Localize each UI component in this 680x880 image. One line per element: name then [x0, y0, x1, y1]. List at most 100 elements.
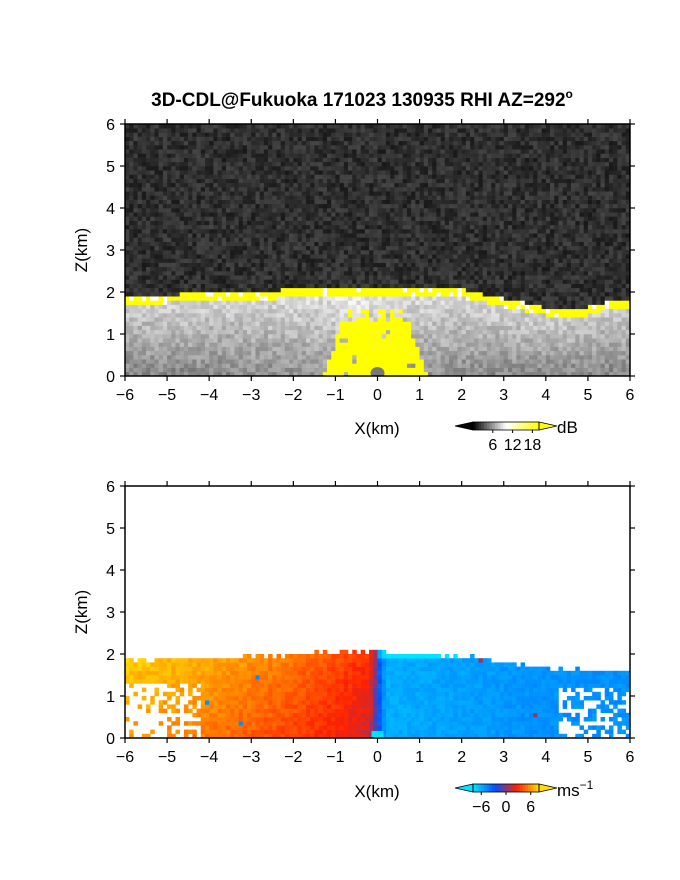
- backscatter-cell: [335, 338, 340, 343]
- backscatter-cell: [310, 275, 315, 280]
- backscatter-cell: [449, 275, 454, 280]
- backscatter-cell: [432, 313, 437, 318]
- backscatter-cell: [453, 245, 458, 251]
- backscatter-cell: [255, 203, 260, 209]
- backscatter-cell: [305, 220, 311, 226]
- backscatter-cell: [129, 145, 134, 150]
- backscatter-cell: [322, 317, 328, 322]
- backscatter-cell: [209, 161, 214, 167]
- backscatter-cell: [373, 220, 378, 226]
- backscatter-cell: [415, 258, 420, 263]
- backscatter-cell: [146, 149, 151, 154]
- backscatter-cell: [381, 178, 387, 184]
- backscatter-cell: [436, 170, 441, 175]
- backscatter-cell: [339, 140, 345, 146]
- backscatter-cell: [310, 313, 315, 318]
- backscatter-cell: [415, 140, 420, 146]
- backscatter-cell: [440, 275, 446, 280]
- backscatter-cell: [406, 254, 412, 259]
- backscatter-cell: [335, 132, 340, 137]
- backscatter-cell: [474, 342, 479, 347]
- backscatter-cell: [461, 334, 467, 339]
- backscatter-cell: [449, 157, 454, 163]
- backscatter-cell: [217, 317, 223, 322]
- backscatter-cell: [364, 308, 370, 314]
- backscatter-cell: [162, 359, 168, 364]
- backscatter-cell: [411, 271, 416, 276]
- backscatter-cell: [360, 292, 366, 297]
- backscatter-cell: [255, 220, 260, 226]
- backscatter-cell: [158, 262, 164, 268]
- backscatter-cell: [449, 182, 454, 188]
- backscatter-cell: [200, 220, 206, 226]
- backscatter-cell: [175, 266, 181, 272]
- backscatter-cell: [440, 153, 446, 158]
- backscatter-cell: [251, 178, 256, 184]
- backscatter-cell: [276, 178, 282, 184]
- backscatter-cell: [314, 271, 319, 276]
- backscatter-cell: [209, 279, 214, 284]
- backscatter-cell: [284, 153, 290, 158]
- backscatter-cell: [196, 342, 202, 347]
- backscatter-cell: [461, 321, 467, 326]
- backscatter-cell: [196, 237, 202, 242]
- backscatter-cell: [259, 292, 265, 297]
- backscatter-cell: [449, 271, 454, 276]
- backscatter-cell: [419, 258, 425, 263]
- backscatter-cell: [318, 170, 324, 175]
- backscatter-cell: [461, 140, 467, 146]
- backscatter-cell: [247, 157, 252, 163]
- backscatter-cell: [352, 296, 357, 301]
- backscatter-cell: [390, 174, 395, 179]
- backscatter-cell: [373, 199, 378, 205]
- backscatter-cell: [255, 182, 260, 188]
- backscatter-cell: [360, 208, 366, 213]
- backscatter-cell: [133, 182, 138, 188]
- backscatter-cell: [440, 355, 446, 360]
- backscatter-cell: [373, 233, 378, 238]
- backscatter-cell: [209, 338, 214, 343]
- backscatter-cell: [411, 224, 416, 230]
- backscatter-cell: [301, 304, 307, 310]
- backscatter-cell: [444, 275, 450, 280]
- backscatter-cell: [200, 359, 206, 364]
- backscatter-cell: [335, 241, 340, 247]
- backscatter-cell: [289, 216, 294, 221]
- backscatter-cell: [133, 166, 138, 171]
- backscatter-cell: [226, 124, 231, 129]
- backscatter-cell: [352, 195, 357, 200]
- backscatter-cell: [217, 300, 223, 305]
- backscatter-cell: [125, 140, 130, 146]
- backscatter-cell: [432, 178, 437, 184]
- backscatter-cell: [154, 363, 159, 368]
- backscatter-cell: [419, 359, 425, 364]
- backscatter-cell: [234, 187, 239, 192]
- backscatter-cell: [238, 157, 244, 163]
- backscatter-cell: [432, 161, 437, 167]
- backscatter-cell: [327, 346, 332, 352]
- backscatter-cell: [335, 313, 340, 318]
- backscatter-cell: [465, 279, 471, 284]
- backscatter-cell: [305, 338, 311, 343]
- backscatter-cell: [394, 304, 399, 310]
- backscatter-cell: [461, 250, 467, 255]
- backscatter-cell: [204, 132, 210, 137]
- backscatter-cell: [297, 304, 303, 310]
- backscatter-cell: [364, 304, 370, 310]
- backscatter-cell: [255, 367, 260, 373]
- backscatter-cell: [217, 304, 223, 310]
- backscatter-cell: [280, 325, 286, 331]
- backscatter-cell: [167, 203, 172, 209]
- backscatter-cell: [428, 245, 433, 251]
- backscatter-cell: [133, 296, 138, 301]
- backscatter-cell: [221, 128, 227, 133]
- backscatter-cell: [398, 153, 404, 158]
- backscatter-cell: [402, 342, 408, 347]
- backscatter-cell: [183, 308, 189, 314]
- backscatter-cell: [141, 182, 147, 188]
- backscatter-cell: [150, 212, 155, 217]
- backscatter-cell: [133, 157, 138, 163]
- backscatter-cell: [331, 161, 336, 167]
- backscatter-cell: [167, 140, 172, 146]
- backscatter-cell: [158, 258, 164, 263]
